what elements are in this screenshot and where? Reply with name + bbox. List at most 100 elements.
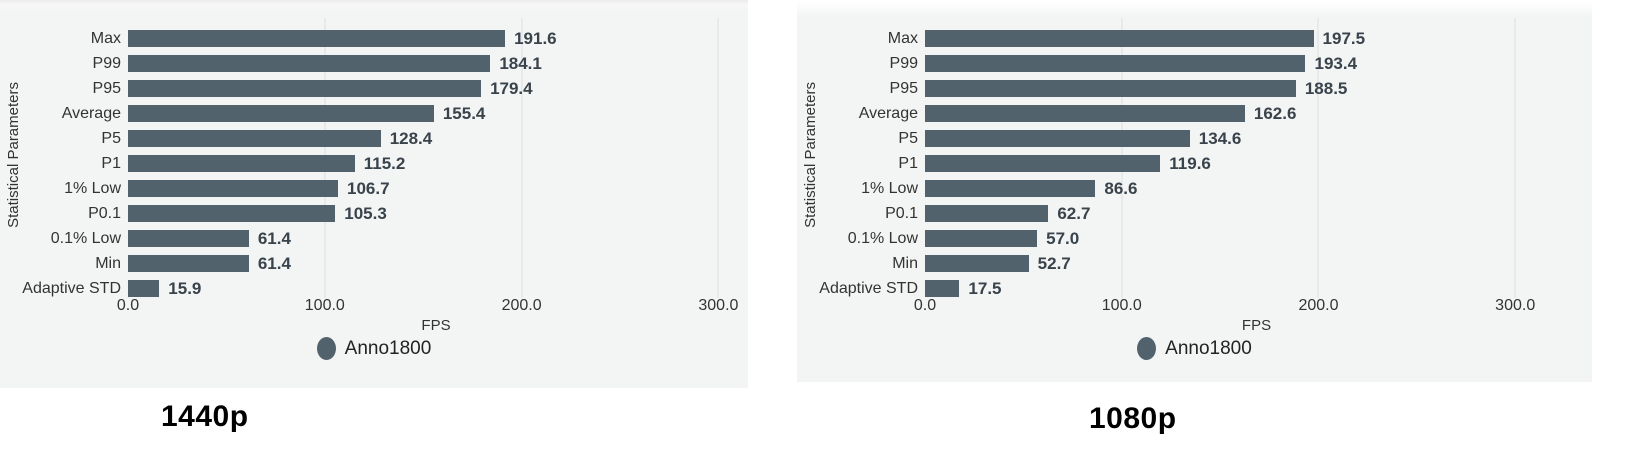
x-tick-label: 0.0 (913, 297, 937, 314)
x-tick-label: 0.0 (116, 297, 140, 314)
category-label: P99 (889, 54, 918, 72)
gridline (520, 18, 523, 298)
bar-rows: Max 191.6 P99 184.1 P95 179.4 Average 15… (22, 26, 744, 301)
x-tick-label: 100.0 (1101, 297, 1142, 314)
resolution-title-1080p: 1080p (1089, 402, 1177, 435)
category-label: 1% Low (861, 179, 918, 197)
bar[interactable] (128, 80, 482, 97)
bar-track: 179.4 (128, 76, 744, 101)
value-label: 61.4 (257, 253, 291, 273)
value-label: 128.4 (389, 128, 433, 148)
gridline (1317, 18, 1320, 298)
x-tick-label: 200.0 (501, 297, 542, 314)
bar-track: 193.4 (925, 51, 1588, 76)
bar[interactable] (925, 205, 1049, 222)
legend[interactable]: Anno1800 (0, 337, 748, 360)
bar-row: P5 134.6 (819, 126, 1588, 151)
chart-panel-1080p: Statistical Parameters Max 197.5 P99 193… (797, 0, 1592, 382)
category-label: P95 (889, 79, 918, 97)
bar-row: P99 184.1 (22, 51, 744, 76)
bar[interactable] (925, 105, 1245, 122)
y-axis-title: Statistical Parameters (2, 30, 24, 280)
bar-rows: Max 197.5 P99 193.4 P95 188.5 Average 16… (819, 26, 1588, 301)
category-label: 0.1% Low (50, 229, 121, 247)
value-label: 155.4 (442, 103, 486, 123)
bar[interactable] (128, 105, 434, 122)
value-label: 86.6 (1104, 178, 1138, 198)
bar-track: 52.7 (925, 251, 1588, 276)
bar-track: 15.9 (128, 276, 744, 301)
bar-row: Adaptive STD 17.5 (819, 276, 1588, 301)
bar-track: 134.6 (925, 126, 1588, 151)
bar[interactable] (925, 180, 1096, 197)
bar-track: 86.6 (925, 176, 1588, 201)
category-label: P0.1 (88, 204, 121, 222)
legend[interactable]: Anno1800 (797, 337, 1592, 360)
value-label: 193.4 (1314, 53, 1358, 73)
bar[interactable] (128, 255, 249, 272)
bar[interactable] (128, 130, 381, 147)
bar[interactable] (128, 180, 338, 197)
category-label: Min (95, 254, 121, 272)
value-label: 15.9 (168, 278, 202, 298)
x-tick-label: 100.0 (304, 297, 345, 314)
resolution-title-1440p: 1440p (161, 400, 249, 433)
y-axis-title: Statistical Parameters (799, 30, 821, 280)
category-label: Min (892, 254, 918, 272)
bar[interactable] (925, 280, 960, 297)
bar-row: 0.1% Low 61.4 (22, 226, 744, 251)
bar-row: 1% Low 106.7 (22, 176, 744, 201)
bar[interactable] (925, 255, 1029, 272)
category-label: P0.1 (885, 204, 918, 222)
bar[interactable] (925, 155, 1161, 172)
bar[interactable] (128, 55, 491, 72)
bar-row: P95 188.5 (819, 76, 1588, 101)
bar-track: 62.7 (925, 201, 1588, 226)
bar-row: P0.1 62.7 (819, 201, 1588, 226)
bar-track: 119.6 (925, 151, 1588, 176)
bar-track: 191.6 (128, 26, 744, 51)
bar[interactable] (128, 155, 355, 172)
bar-row: Average 155.4 (22, 101, 744, 126)
bar-row: Min 61.4 (22, 251, 744, 276)
bar-row: P1 115.2 (22, 151, 744, 176)
chart-panel-1440p: Statistical Parameters Max 191.6 P99 184… (0, 0, 748, 388)
chart-1440p: Statistical Parameters Max 191.6 P99 184… (0, 0, 748, 388)
x-tick-label: 300.0 (1495, 297, 1536, 314)
bar-row: 0.1% Low 57.0 (819, 226, 1588, 251)
bar[interactable] (925, 80, 1296, 97)
category-label: Adaptive STD (819, 279, 918, 297)
bar-track: 105.3 (128, 201, 744, 226)
value-label: 17.5 (968, 278, 1002, 298)
bar-row: Adaptive STD 15.9 (22, 276, 744, 301)
bar-track: 17.5 (925, 276, 1588, 301)
category-label: 1% Low (64, 179, 121, 197)
bar[interactable] (925, 130, 1190, 147)
value-label: 57.0 (1046, 228, 1080, 248)
x-axis-title: FPS (421, 317, 451, 334)
x-tick-label: 300.0 (698, 297, 739, 314)
bar-row: Max 191.6 (22, 26, 744, 51)
legend-marker-icon (316, 337, 336, 360)
legend-marker-icon (1137, 337, 1157, 360)
value-label: 105.3 (344, 203, 387, 223)
chart-1080p: Statistical Parameters Max 197.5 P99 193… (797, 0, 1592, 382)
x-axis: 0.0 100.0 200.0 300.0 (117, 297, 744, 317)
bar[interactable] (128, 230, 249, 247)
bar-track: 61.4 (128, 251, 744, 276)
category-label: P5 (101, 129, 121, 147)
bar-row: P5 128.4 (22, 126, 744, 151)
bar[interactable] (128, 205, 336, 222)
bar[interactable] (925, 55, 1306, 72)
bar[interactable] (128, 280, 160, 297)
bar-track: 115.2 (128, 151, 744, 176)
bar[interactable] (925, 30, 1314, 47)
bar[interactable] (925, 230, 1038, 247)
bar[interactable] (128, 30, 506, 47)
value-label: 115.2 (363, 153, 406, 173)
category-label: P1 (898, 154, 918, 172)
gridline (717, 18, 720, 298)
value-label: 62.7 (1057, 203, 1091, 223)
bar-track: 128.4 (128, 126, 744, 151)
